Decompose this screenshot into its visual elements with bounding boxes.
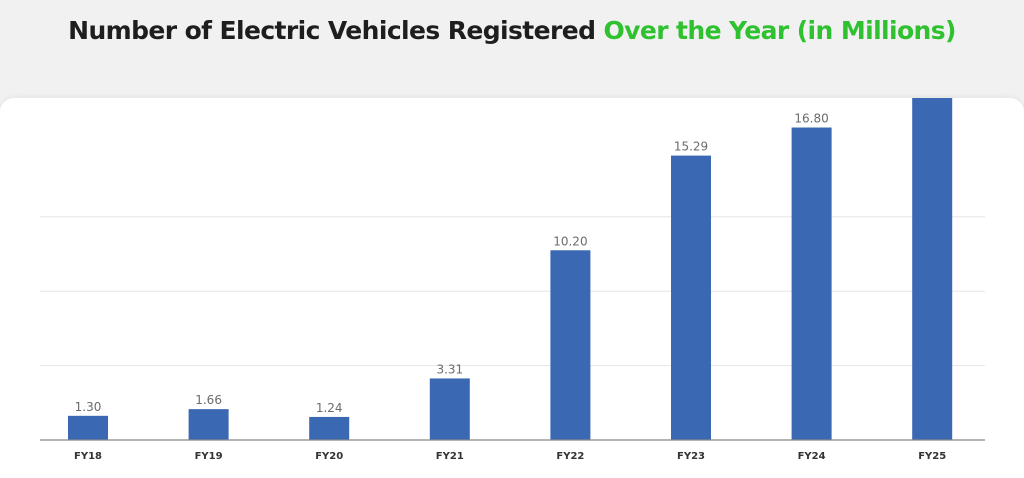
value-label-fy20: 1.24	[316, 401, 343, 415]
value-label-fy21: 3.31	[436, 362, 463, 376]
x-tick-fy18: FY18	[74, 451, 102, 462]
value-label-fy19: 1.66	[195, 393, 222, 407]
x-tick-fy21: FY21	[436, 451, 464, 462]
bars	[68, 98, 953, 440]
bar-fy24	[791, 127, 832, 440]
x-tick-fy23: FY23	[677, 451, 705, 462]
x-tick-fy19: FY19	[195, 451, 223, 462]
x-tick-fy20: FY20	[315, 451, 343, 462]
gridlines	[40, 216, 985, 367]
x-tick-fy25: FY25	[918, 451, 946, 462]
bar-fy23	[671, 155, 711, 440]
x-tick-fy22: FY22	[556, 451, 584, 462]
chart-header: Number of Electric Vehicles Registered O…	[0, 0, 1024, 90]
bar-fy19	[188, 409, 229, 440]
x-tick-fy24: FY24	[798, 451, 826, 462]
value-label-fy18: 1.30	[75, 400, 102, 414]
bar-fy25	[912, 98, 953, 440]
chart-title: Number of Electric Vehicles Registered O…	[0, 16, 1024, 45]
value-label-fy24: 16.80	[794, 112, 828, 126]
bar-fy18	[68, 415, 108, 440]
value-label-fy23: 15.29	[674, 140, 708, 154]
bar-fy22	[550, 250, 591, 440]
x-tick-labels: FY18 FY19 FY20 FY21 FY22 FY23 FY24 FY25	[74, 451, 946, 462]
value-label-fy22: 10.20	[553, 234, 587, 248]
chart-title-main: Number of Electric Vehicles Registered	[68, 16, 596, 45]
bar-fy20	[309, 416, 350, 440]
chart-title-accent: Over the Year (in Millions)	[603, 16, 957, 45]
bar-fy21	[429, 378, 470, 440]
